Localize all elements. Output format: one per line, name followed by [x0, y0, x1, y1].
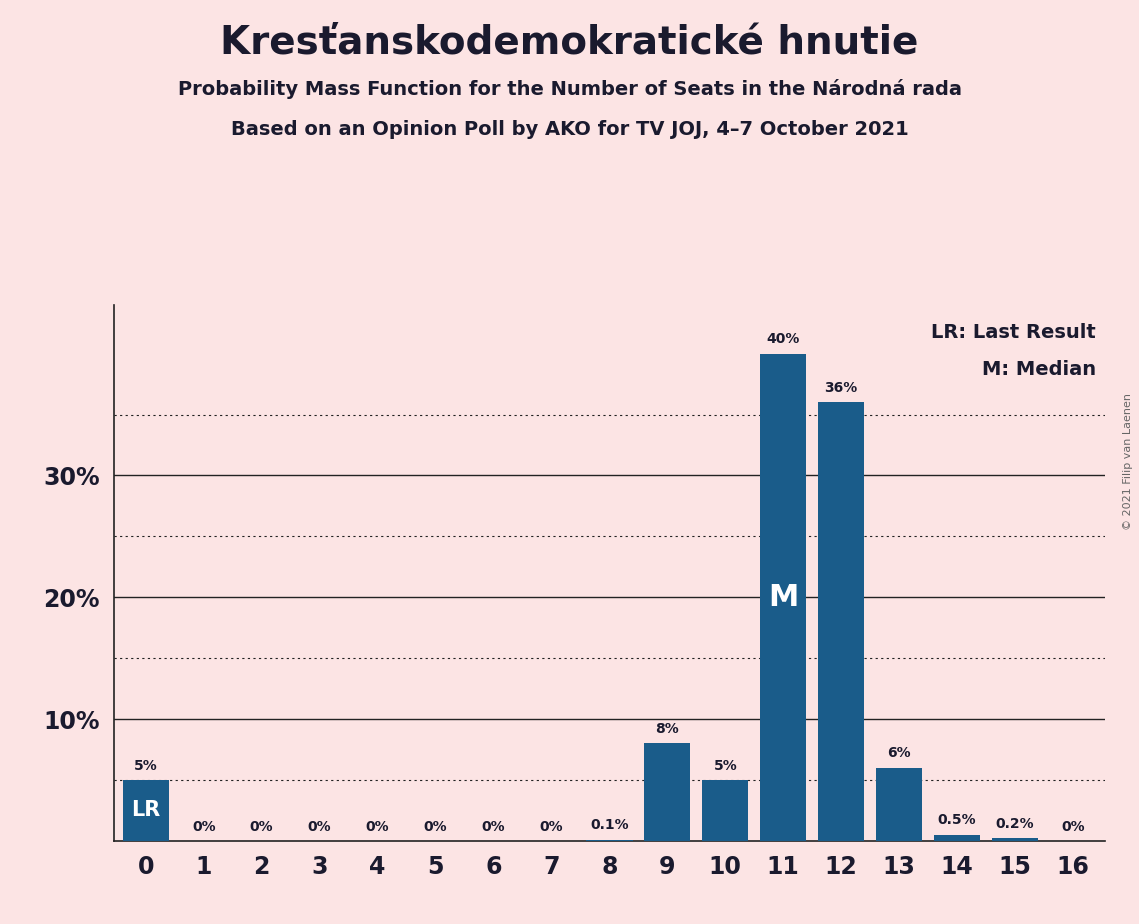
Text: Kresťanskodemokratické hnutie: Kresťanskodemokratické hnutie: [220, 23, 919, 61]
Bar: [992, 838, 1038, 841]
Text: M: M: [768, 583, 798, 612]
Text: Based on an Opinion Poll by AKO for TV JOJ, 4–7 October 2021: Based on an Opinion Poll by AKO for TV J…: [230, 120, 909, 140]
Text: 5%: 5%: [134, 759, 157, 772]
Text: 36%: 36%: [825, 381, 858, 395]
Bar: [123, 780, 169, 841]
Bar: [645, 744, 690, 841]
Text: © 2021 Filip van Laenen: © 2021 Filip van Laenen: [1123, 394, 1133, 530]
Text: 0.5%: 0.5%: [937, 813, 976, 828]
Text: 0%: 0%: [366, 820, 390, 833]
Text: M: Median: M: Median: [982, 359, 1096, 379]
Text: LR: LR: [131, 800, 161, 821]
Bar: [876, 768, 923, 841]
Bar: [587, 840, 632, 841]
Text: 40%: 40%: [767, 333, 800, 346]
Text: 5%: 5%: [713, 759, 737, 772]
Text: 0%: 0%: [1062, 820, 1084, 833]
Text: 0.1%: 0.1%: [590, 819, 629, 833]
Text: 0%: 0%: [424, 820, 448, 833]
Text: 0%: 0%: [191, 820, 215, 833]
Text: 0%: 0%: [482, 820, 506, 833]
Text: 0%: 0%: [249, 820, 273, 833]
Text: 8%: 8%: [655, 722, 679, 736]
Text: 0%: 0%: [308, 820, 331, 833]
Text: LR: Last Result: LR: Last Result: [932, 323, 1096, 342]
Bar: [818, 402, 865, 841]
Text: 0.2%: 0.2%: [995, 817, 1034, 831]
Text: Probability Mass Function for the Number of Seats in the Národná rada: Probability Mass Function for the Number…: [178, 79, 961, 99]
Text: 6%: 6%: [887, 747, 911, 760]
Bar: [934, 834, 981, 841]
Text: 0%: 0%: [540, 820, 563, 833]
Bar: [702, 780, 748, 841]
Bar: [760, 354, 806, 841]
